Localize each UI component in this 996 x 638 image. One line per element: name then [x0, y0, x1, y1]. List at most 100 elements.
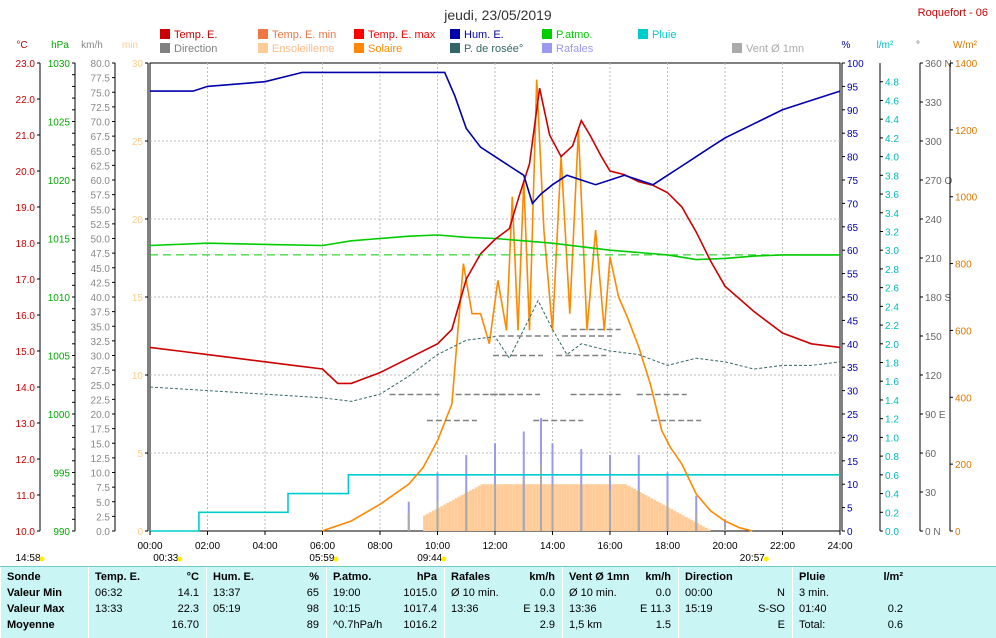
- stats-column: Direction 00:00 N 15:19 S-SO E: [678, 567, 793, 638]
- stats-unit: hPa: [416, 571, 437, 583]
- hum-axis-tick-label: 25: [847, 410, 859, 421]
- stats-column: Vent Ø 1mn km/h Ø 10 min. 0.0 13:36 E 11.3 1,5…: [562, 567, 679, 638]
- sun-axis-unit: min: [122, 40, 138, 51]
- sunshine-bar: [497, 484, 501, 531]
- wind-axis-tick-label: 65.0: [91, 147, 111, 158]
- stats-time: 13:36: [569, 603, 597, 615]
- wind-axis-tick-label: 80.0: [91, 59, 111, 70]
- rain-axis-tick-label: 0.8: [885, 452, 899, 463]
- x-tick-label: 12:00: [482, 541, 507, 552]
- sunshine-bar: [541, 484, 544, 531]
- sunshine-bar: [558, 484, 562, 531]
- stats-value: 98: [306, 603, 319, 615]
- wind-axis-tick-label: 7.5: [96, 483, 110, 494]
- wind-axis-tick-label: 70.0: [91, 118, 111, 129]
- sunshine-bar: [512, 484, 516, 531]
- sunshine-bar: [641, 493, 645, 531]
- sunshine-bar: [589, 484, 593, 531]
- hum-axis-tick-label: 95: [847, 82, 859, 93]
- rain-axis-tick-label: 1.6: [885, 377, 899, 388]
- rain-axis-tick-label: 1.4: [885, 396, 899, 407]
- sunshine-bar: [454, 498, 458, 531]
- temp-axis-tick-label: 15.0: [16, 347, 36, 358]
- rain-axis-tick-label: 0.2: [885, 508, 899, 519]
- wind-axis-tick-label: 37.5: [91, 308, 111, 319]
- sunshine-bar: [451, 499, 455, 531]
- rain-axis-tick-label: 2.0: [885, 340, 899, 351]
- event-sunrise-marker: [333, 556, 339, 562]
- dir-axis-tick-label: 90 E: [925, 410, 946, 421]
- solar-axis-tick-label: 0: [955, 527, 961, 538]
- sunshine-bar: [509, 484, 513, 531]
- hum-axis-tick-label: 55: [847, 270, 859, 281]
- wind-axis-tick-label: 15.0: [91, 439, 111, 450]
- stats-table: Sonde Valeur Min Valeur Max Moyenne Temp. E.…: [0, 566, 996, 638]
- rain-axis-tick-label: 4.6: [885, 96, 899, 107]
- x-tick-label: 10:00: [425, 541, 450, 552]
- stats-time: 19:00: [333, 587, 361, 599]
- stats-header: Vent Ø 1mn: [569, 571, 630, 583]
- wind-axis-tick-label: 17.5: [91, 425, 111, 436]
- sunshine-bar: [704, 527, 708, 531]
- sunshine-bar: [664, 506, 668, 531]
- stats-column: P.atmo. hPa 19:00 1015.0 10:15 1017.4 ^0.7hPa/…: [326, 567, 445, 638]
- event-sunrise: 05:59: [309, 553, 334, 564]
- solar-axis-tick-label: 600: [955, 326, 972, 337]
- sunshine-bar: [564, 484, 567, 531]
- rain-axis-tick-label: 3.2: [885, 227, 899, 238]
- x-tick-label: 06:00: [310, 541, 335, 552]
- sunshine-bar: [532, 484, 536, 531]
- rain-axis-tick-label: 0.4: [885, 490, 899, 501]
- stats-value: E: [777, 619, 785, 631]
- stats-unit: %: [309, 571, 319, 583]
- sunshine-bar: [466, 492, 470, 531]
- sunshine-bar: [546, 484, 550, 531]
- sunshine-bar: [463, 493, 467, 531]
- sunshine-bar: [503, 484, 507, 531]
- hum-axis-tick-label: 35: [847, 363, 859, 374]
- x-tick-label: 08:00: [367, 541, 392, 552]
- legend-label: Pluie: [652, 29, 676, 41]
- solar-axis-unit: W/m²: [953, 40, 978, 51]
- legend-label: Hum. E.: [464, 29, 504, 41]
- sunshine-bar: [670, 509, 674, 531]
- stats-header: Temp. E.: [95, 571, 141, 583]
- x-tick-label: 24:00: [827, 541, 852, 552]
- sunshine-bar: [566, 484, 570, 531]
- legend-label: P.atmo.: [556, 29, 593, 41]
- x-tick-label: 02:00: [195, 541, 220, 552]
- stats-time: 13:37: [213, 587, 241, 599]
- temp-axis-tick-label: 14.0: [16, 383, 36, 394]
- sunshine-bar: [610, 484, 613, 531]
- sunshine-bar: [437, 507, 441, 531]
- sunshine-bar: [699, 524, 702, 531]
- sunshine-bar: [702, 526, 705, 531]
- stats-header: Hum. E.: [213, 571, 254, 583]
- sunshine-bar: [612, 484, 616, 531]
- stats-time: 13:33: [95, 603, 123, 615]
- sun-axis: 0 5 10 15 20 25 30 min: [122, 40, 149, 538]
- sunshine-bar: [495, 484, 498, 531]
- dir-axis-tick-label: 330: [925, 98, 942, 109]
- legend-label: P. de rosée°: [464, 43, 523, 55]
- legend-swatch: [732, 43, 742, 53]
- legend-label: Rafales: [556, 43, 594, 55]
- wind-axis-tick-label: 72.5: [91, 103, 111, 114]
- sunshine-bar: [434, 509, 438, 531]
- hum-axis-tick-label: 75: [847, 176, 859, 187]
- wind-axis-tick-label: 0.0: [96, 527, 110, 538]
- stats-column: Pluie l/m² 3 min. 01:40 0.2 Total: 0.6: [792, 567, 911, 638]
- legend-label: Vent Ø 1mn: [746, 43, 804, 55]
- sunshine-bar: [638, 492, 642, 531]
- temp-axis-tick-label: 19.0: [16, 203, 36, 214]
- temp-axis-tick-label: 13.0: [16, 419, 36, 430]
- sunshine-bar: [569, 484, 573, 531]
- temp-axis: 10.0 11.0 12.0 13.0 14.0 15.0 16.0 17.0 18.0 19.0…: [16, 40, 41, 538]
- legend-swatch: [258, 29, 268, 39]
- temp-axis-tick-label: 10.0: [16, 527, 36, 538]
- hum-axis-tick-label: 90: [847, 106, 859, 117]
- dir-axis-tick-label: 360 N: [925, 59, 952, 70]
- rain-axis-unit: l/m²: [877, 40, 894, 51]
- sunshine-bar: [575, 484, 579, 531]
- rain-axis-tick-label: 1.2: [885, 415, 899, 426]
